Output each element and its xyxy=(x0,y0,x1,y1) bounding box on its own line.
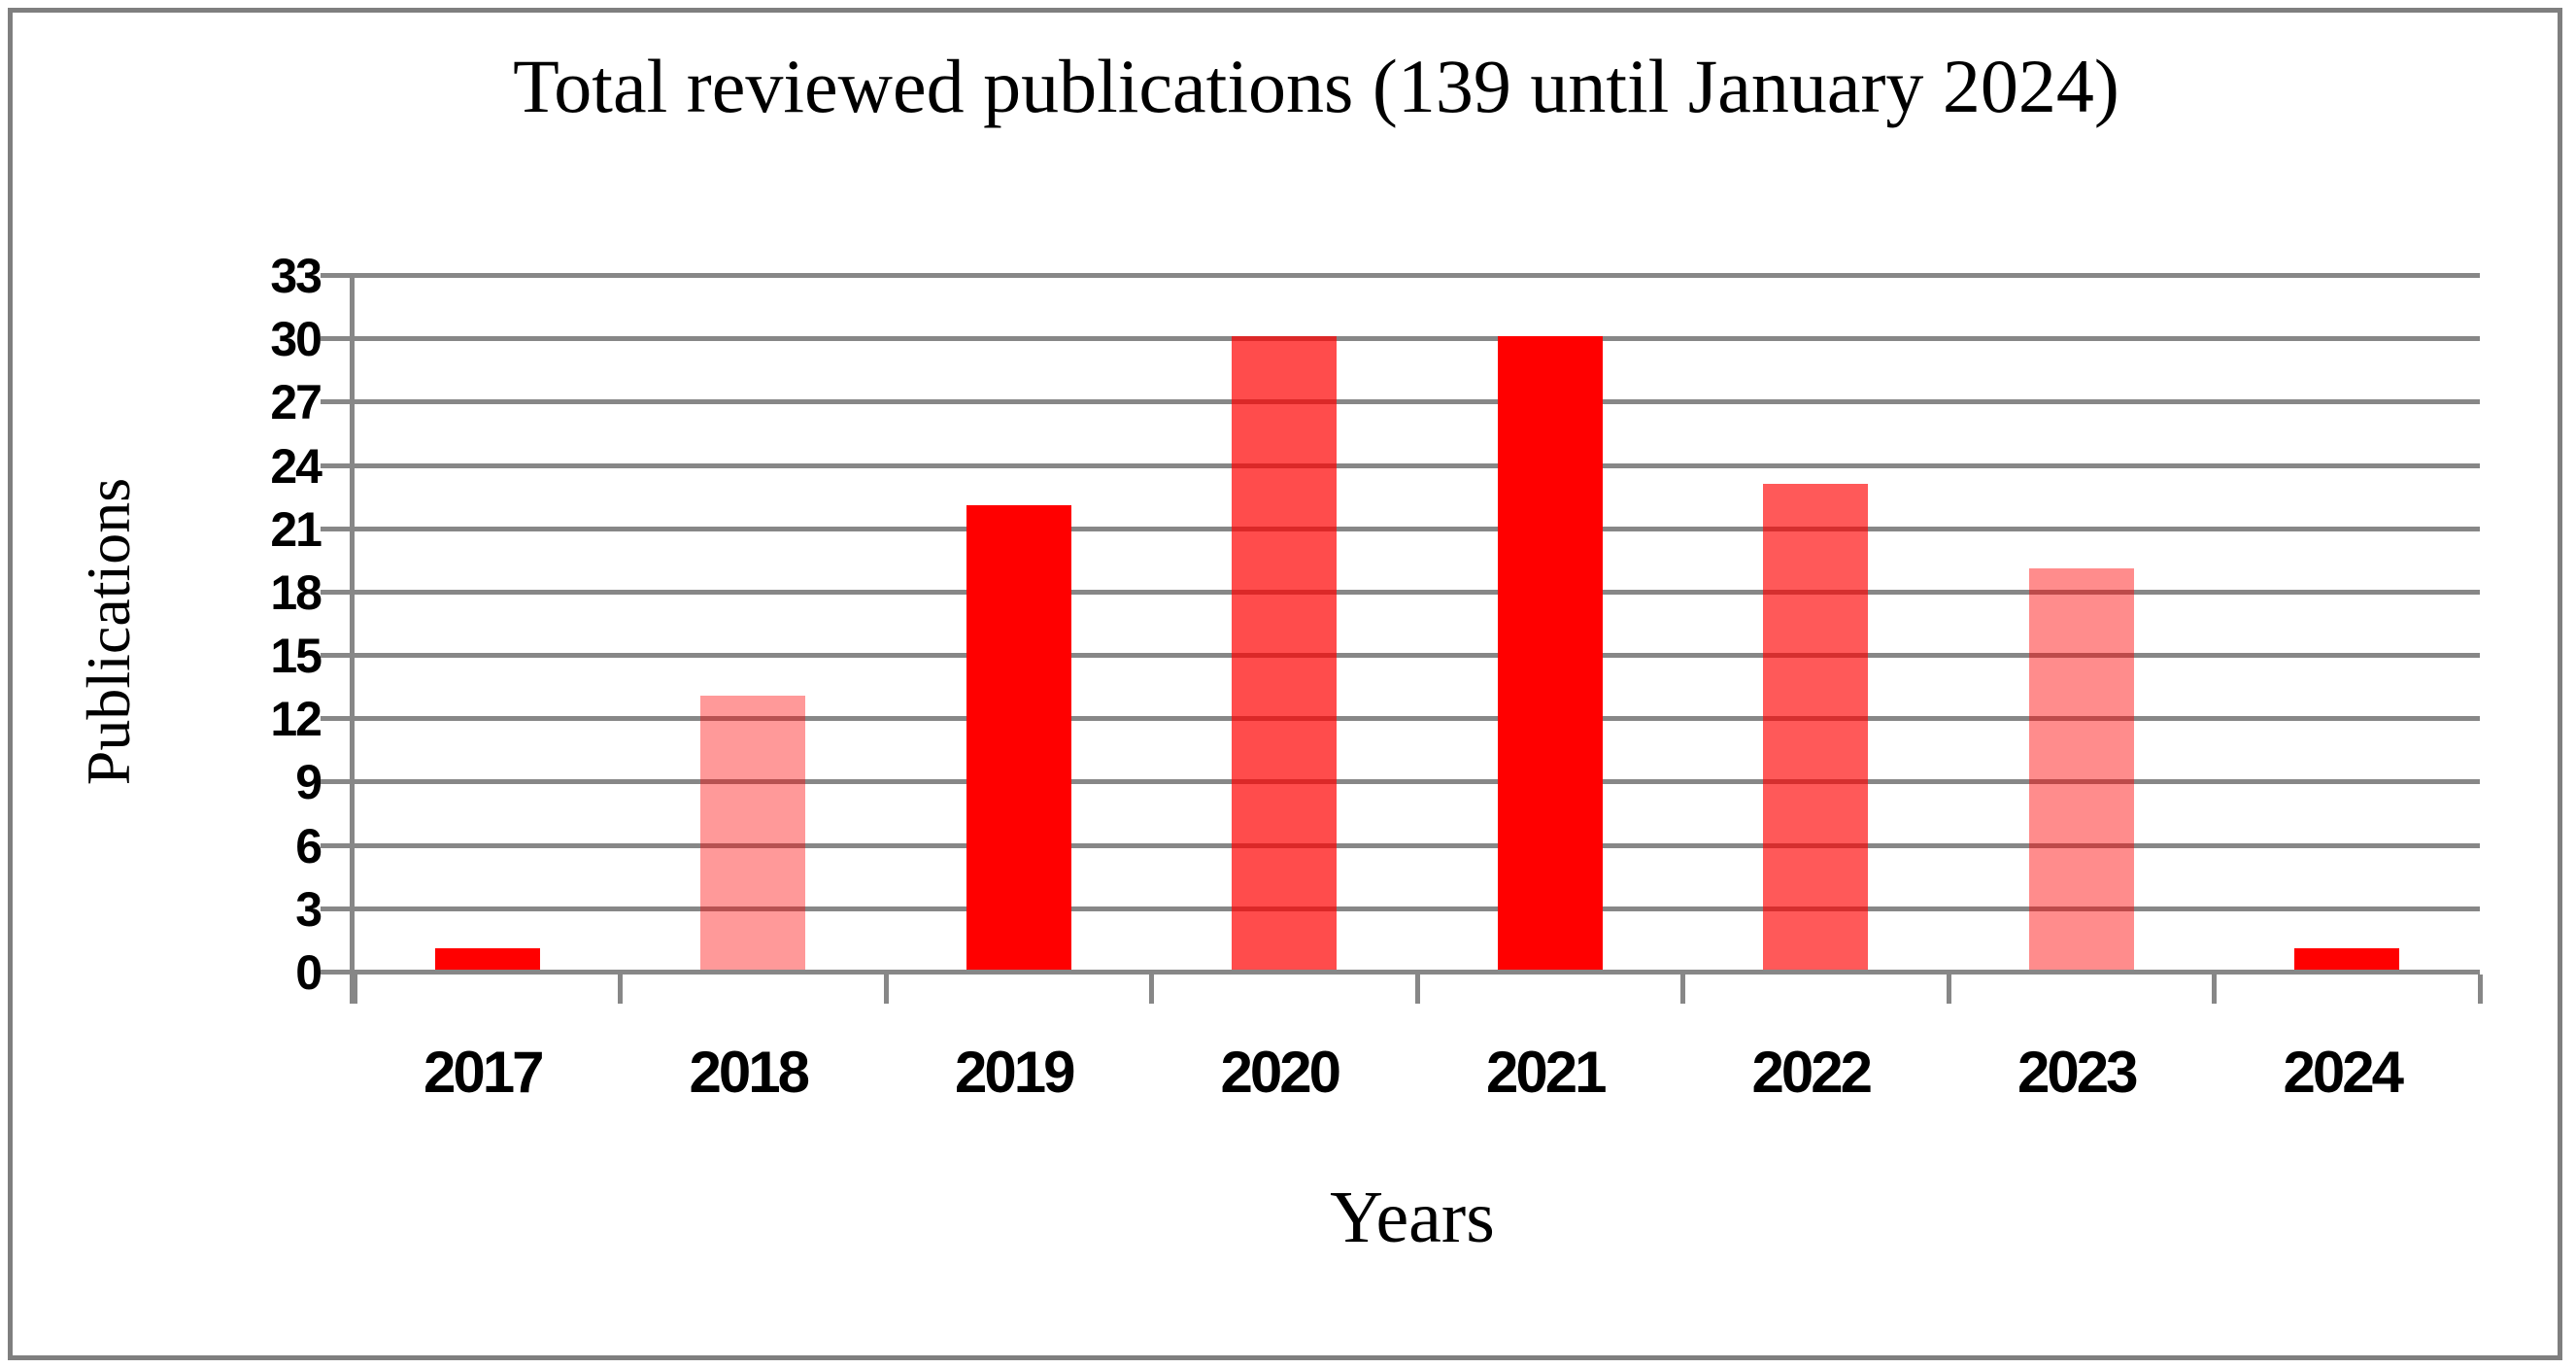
y-tick-label: 15 xyxy=(270,629,322,684)
x-axis-tick xyxy=(1149,975,1154,1004)
y-axis-tick xyxy=(321,526,350,531)
y-axis-tick xyxy=(321,589,350,595)
gridline xyxy=(355,462,2480,468)
x-axis-tick-labels: 2017 2018 2019 2020 2021 2022 2023 2024 xyxy=(350,1038,2475,1108)
gridline xyxy=(355,842,2480,848)
y-tick-label: 12 xyxy=(270,692,322,747)
x-axis-tick xyxy=(2477,975,2483,1004)
y-tick-label: 18 xyxy=(270,564,322,620)
y-axis-tick xyxy=(321,779,350,785)
x-axis-title: Years xyxy=(1330,1177,1495,1258)
x-axis-tick xyxy=(1414,975,1420,1004)
y-tick-label: 9 xyxy=(295,755,322,810)
bar-2019 xyxy=(966,505,1071,970)
x-tick-label-2020: 2020 xyxy=(1220,1040,1341,1105)
y-axis-tick xyxy=(321,462,350,468)
y-tick-label: 24 xyxy=(270,438,322,494)
chart-title: Total reviewed publications (139 until J… xyxy=(513,44,2119,128)
gridline xyxy=(355,653,2480,659)
x-tick-label-2018: 2018 xyxy=(689,1040,810,1105)
x-tick-label-2021: 2021 xyxy=(1486,1040,1607,1105)
y-axis-tick xyxy=(321,653,350,659)
y-tick-label: 33 xyxy=(270,249,322,303)
gridline xyxy=(355,336,2480,342)
y-axis-tick xyxy=(321,273,350,278)
gridline xyxy=(355,779,2480,785)
gridline xyxy=(355,716,2480,722)
y-tick-label: 30 xyxy=(270,312,322,367)
bar-2024 xyxy=(2294,948,2400,970)
x-tick-label-2023: 2023 xyxy=(2017,1040,2138,1105)
x-axis-tick xyxy=(352,975,357,1004)
x-axis-tick xyxy=(1680,975,1685,1004)
y-axis-tick-labels: 0 3 6 9 12 15 18 21 24 27 30 33 xyxy=(126,252,322,997)
y-axis-tick xyxy=(321,336,350,342)
y-axis-tick xyxy=(321,716,350,722)
y-axis-tick xyxy=(321,399,350,405)
y-axis-tick xyxy=(321,842,350,848)
gridline xyxy=(355,526,2480,531)
bar-2020 xyxy=(1232,336,1338,970)
x-axis-tick xyxy=(883,975,889,1004)
y-tick-label: 21 xyxy=(270,501,322,557)
bar-2018 xyxy=(700,695,806,970)
plot-area xyxy=(321,273,2483,1004)
y-axis-tick xyxy=(321,906,350,911)
gridline xyxy=(355,399,2480,405)
x-axis-tick xyxy=(2212,975,2217,1004)
x-tick-label-2024: 2024 xyxy=(2283,1040,2404,1105)
y-tick-label: 27 xyxy=(270,375,322,430)
y-tick-label: 0 xyxy=(295,945,322,1000)
x-tick-label-2017: 2017 xyxy=(424,1040,544,1105)
y-tick-label: 6 xyxy=(295,818,322,873)
bar-2022 xyxy=(1763,484,1869,970)
gridline xyxy=(355,273,2480,278)
x-axis-tick xyxy=(618,975,623,1004)
x-tick-label-2019: 2019 xyxy=(955,1040,1075,1105)
bar-2017 xyxy=(434,948,540,970)
bar-2021 xyxy=(1497,336,1603,970)
x-axis-tick xyxy=(1946,975,1951,1004)
bar-2023 xyxy=(2028,568,2134,970)
y-axis-tick xyxy=(321,970,350,975)
gridline xyxy=(355,589,2480,595)
y-tick-label: 3 xyxy=(295,881,322,937)
gridline xyxy=(355,906,2480,911)
x-tick-label-2022: 2022 xyxy=(1751,1040,1873,1105)
